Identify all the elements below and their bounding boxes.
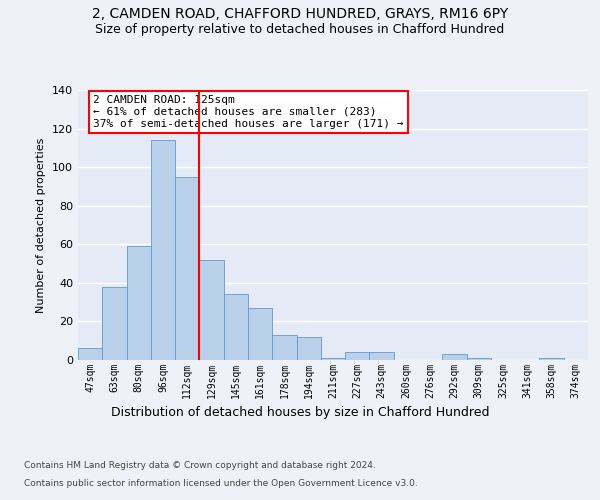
Bar (296, 337, 321, 360)
Text: 2, CAMDEN ROAD, CHAFFORD HUNDRED, GRAYS, RM16 6PY: 2, CAMDEN ROAD, CHAFFORD HUNDRED, GRAYS,… (92, 8, 508, 22)
Bar (151, 140, 175, 360)
Text: Contains public sector information licensed under the Open Government Licence v3: Contains public sector information licen… (24, 478, 418, 488)
Bar (442, 354, 467, 360)
Bar (78, 348, 102, 360)
Bar (345, 352, 370, 360)
Bar (272, 335, 296, 360)
Bar (175, 177, 199, 360)
Bar (467, 358, 491, 360)
Bar (539, 358, 564, 360)
Bar (224, 294, 248, 360)
Bar (127, 246, 151, 360)
Text: 2 CAMDEN ROAD: 125sqm
← 61% of detached houses are smaller (283)
37% of semi-det: 2 CAMDEN ROAD: 125sqm ← 61% of detached … (94, 96, 404, 128)
Bar (321, 358, 345, 360)
Text: Contains HM Land Registry data © Crown copyright and database right 2024.: Contains HM Land Registry data © Crown c… (24, 461, 376, 470)
Bar (248, 308, 272, 360)
Bar (370, 352, 394, 360)
Text: Distribution of detached houses by size in Chafford Hundred: Distribution of detached houses by size … (111, 406, 489, 419)
Text: Size of property relative to detached houses in Chafford Hundred: Size of property relative to detached ho… (95, 22, 505, 36)
Y-axis label: Number of detached properties: Number of detached properties (37, 138, 46, 312)
Bar (199, 260, 224, 360)
Bar (102, 286, 127, 360)
